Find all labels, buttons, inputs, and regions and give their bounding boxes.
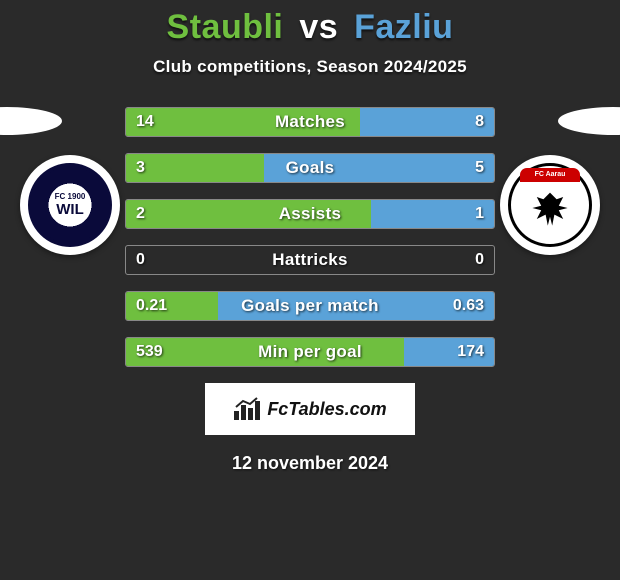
stat-label: Hattricks	[126, 246, 494, 274]
vs-text: vs	[299, 8, 338, 46]
player2-name: Fazliu	[354, 8, 453, 46]
stat-row: 00Hattricks	[125, 245, 495, 275]
date-text: 12 november 2024	[0, 453, 620, 474]
stat-label: Matches	[126, 108, 494, 136]
chart-icon	[233, 397, 261, 421]
eagle-icon	[528, 186, 572, 230]
decor-ellipse-left	[0, 107, 62, 135]
watermark-text: FcTables.com	[267, 399, 386, 420]
stat-label: Goals per match	[126, 292, 494, 320]
stat-label: Assists	[126, 200, 494, 228]
stat-row: 539174Min per goal	[125, 337, 495, 367]
stat-row: 21Assists	[125, 199, 495, 229]
decor-ellipse-right	[558, 107, 620, 135]
club-badge-left: FC 1900 WIL	[20, 155, 120, 255]
stat-row: 35Goals	[125, 153, 495, 183]
club-badge-right-inner: FC Aarau	[508, 163, 592, 247]
page-title: Staubli vs Fazliu	[0, 8, 620, 47]
comparison-card: Staubli vs Fazliu Club competitions, Sea…	[0, 0, 620, 474]
club-badge-left-inner: FC 1900 WIL	[28, 163, 112, 247]
content-area: FC 1900 WIL FC Aarau 148Matches 35Goals 21…	[0, 107, 620, 367]
stat-bars: 148Matches 35Goals 21Assists 00Hattricks 0.2…	[125, 107, 495, 367]
stat-label: Min per goal	[126, 338, 494, 366]
stat-label: Goals	[126, 154, 494, 182]
subtitle: Club competitions, Season 2024/2025	[0, 57, 620, 77]
stat-row: 0.210.63Goals per match	[125, 291, 495, 321]
watermark: FcTables.com	[205, 383, 415, 435]
club-right-top: FC Aarau	[520, 168, 580, 182]
club-badge-right: FC Aarau	[500, 155, 600, 255]
club-left-text: FC 1900 WIL	[55, 193, 86, 217]
stat-row: 148Matches	[125, 107, 495, 137]
player1-name: Staubli	[167, 8, 284, 46]
